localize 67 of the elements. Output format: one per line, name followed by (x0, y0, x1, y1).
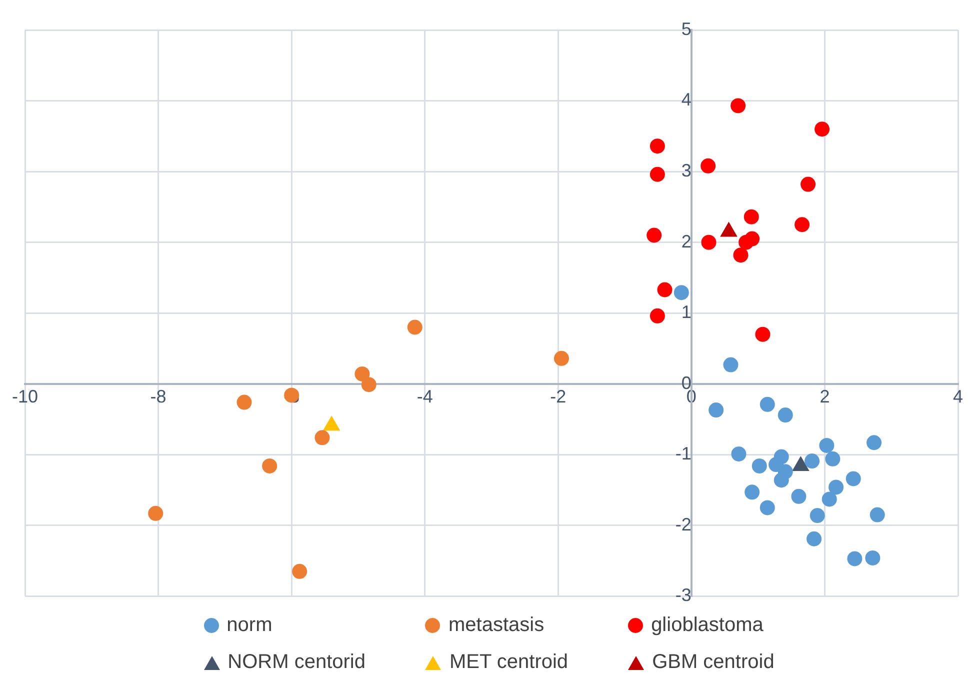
point (236, 394, 252, 410)
point (708, 402, 724, 418)
point (674, 285, 689, 300)
y-tick-label: -3 (675, 585, 692, 606)
point (361, 377, 376, 392)
point (554, 350, 569, 366)
point (828, 480, 844, 495)
point (819, 438, 834, 453)
point (646, 228, 662, 243)
y-tick-label: 5 (681, 18, 692, 39)
point (760, 396, 775, 412)
y-tick-label: 4 (681, 90, 692, 110)
point (650, 308, 665, 324)
point (733, 248, 748, 263)
point (806, 531, 822, 546)
legend-label: norm (226, 614, 272, 637)
point (731, 446, 746, 462)
point (262, 458, 278, 474)
point (407, 320, 422, 335)
point (650, 138, 665, 154)
point (825, 451, 840, 466)
point (866, 435, 882, 450)
x-tick-label: -4 (416, 386, 433, 407)
point (814, 122, 830, 137)
y-tick-label: -2 (675, 514, 692, 534)
legend-label: GBM centroid (652, 651, 774, 674)
point (791, 488, 806, 504)
point (744, 231, 760, 246)
y-tick-label: 1 (681, 302, 692, 322)
point (822, 492, 837, 507)
legend-label: MET centroid (449, 651, 568, 674)
point (650, 166, 665, 182)
point (752, 458, 767, 474)
point (804, 454, 820, 469)
point (148, 506, 164, 521)
point (744, 484, 760, 500)
point (794, 217, 810, 232)
point (810, 508, 825, 524)
point (292, 564, 308, 579)
legend-label: metastasis (448, 614, 544, 637)
legend-label: glioblastoma (651, 614, 764, 637)
point (847, 551, 862, 566)
point (744, 209, 759, 224)
point (700, 158, 716, 174)
point (760, 500, 775, 516)
point (314, 430, 330, 446)
legend-label: NORM centorid (228, 651, 366, 674)
point (865, 550, 880, 566)
point (701, 234, 716, 250)
y-tick-label: -1 (675, 444, 692, 464)
point (870, 507, 885, 522)
point (723, 357, 738, 372)
point (846, 471, 861, 486)
x-tick-label: 4 (952, 386, 964, 407)
x-tick-label: -10 (12, 386, 38, 407)
y-tick-label: 2 (681, 231, 692, 252)
x-tick-label: 2 (820, 386, 830, 407)
point (657, 282, 672, 298)
point (755, 326, 770, 342)
x-tick-label: -8 (150, 386, 166, 407)
point (354, 366, 370, 382)
y-tick-label: 3 (681, 160, 692, 181)
point (774, 472, 789, 488)
point (778, 408, 793, 423)
point (800, 176, 816, 192)
x-tick-label: -2 (550, 386, 566, 407)
point (730, 98, 746, 114)
